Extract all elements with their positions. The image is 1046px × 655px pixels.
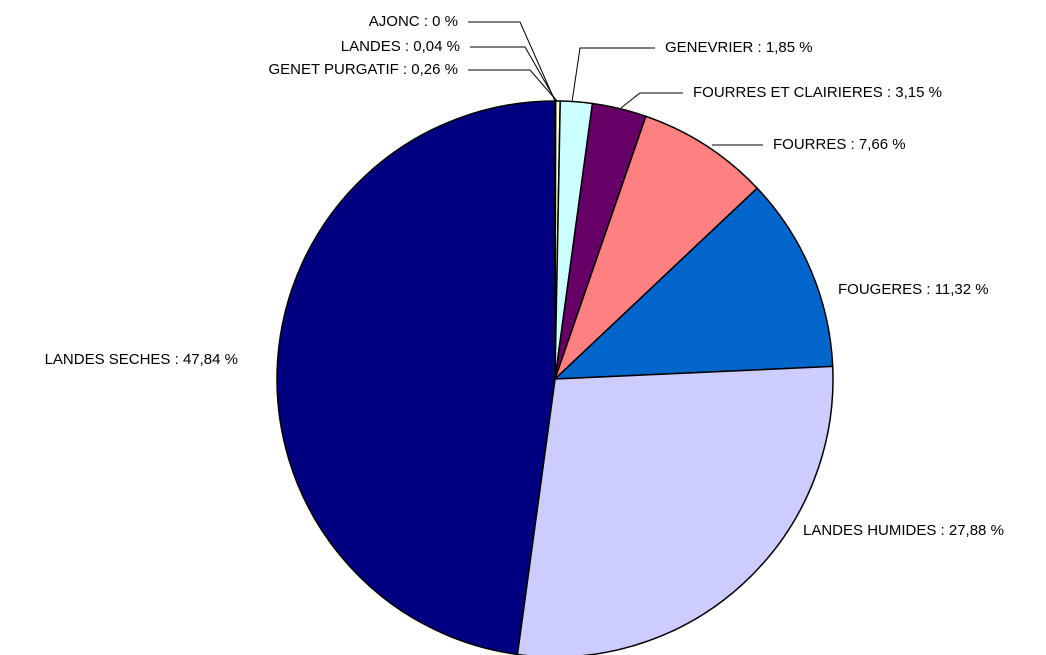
slice-label: GENEVRIER : 1,85 % — [665, 39, 813, 56]
leader-line — [470, 46, 557, 102]
category-name: FOUGERES — [838, 281, 922, 298]
value-label: : 47,84 % — [175, 351, 238, 368]
pie-slice — [554, 115, 759, 380]
slice-label: LANDES SECHES : 47,84 % — [45, 351, 238, 368]
category-name: FOURRES ET CLAIRIERES — [693, 84, 883, 101]
category-name: LANDES SECHES — [45, 351, 171, 368]
slice-label: FOURRES : 7,66 % — [773, 136, 906, 153]
value-label: : 27,88 % — [941, 522, 1004, 539]
value-label: : 11,32 % — [926, 281, 988, 298]
value-label: : 0 % — [424, 13, 458, 30]
value-label: : 0,26 % — [403, 61, 458, 78]
category-name: GENEVRIER — [665, 39, 754, 56]
pie-slice — [516, 365, 834, 655]
leader-line — [571, 47, 655, 103]
leader-line — [468, 21, 556, 102]
slice-label: LANDES : 0,04 % — [341, 38, 460, 55]
category-name: LANDES — [341, 38, 401, 55]
value-label: : 3,15 % — [887, 84, 942, 101]
slice-label: FOURRES ET CLAIRIERES : 3,15 % — [693, 84, 942, 101]
category-name: AJONC — [369, 13, 420, 30]
value-label: : 7,66 % — [851, 136, 906, 153]
slice-label: FOUGERES : 11,32 % — [838, 281, 989, 298]
slice-label: LANDES HUMIDES : 27,88 % — [803, 522, 1004, 539]
pie-slice — [276, 100, 556, 655]
value-label: : 0,04 % — [405, 38, 460, 55]
category-name: LANDES HUMIDES — [803, 522, 936, 539]
pie-slice — [553, 187, 834, 380]
leader-line — [468, 69, 558, 102]
category-name: FOURRES — [773, 136, 846, 153]
slice-label: GENET PURGATIF : 0,26 % — [268, 61, 458, 78]
category-name: GENET PURGATIF — [268, 61, 398, 78]
value-label: : 1,85 % — [758, 39, 813, 56]
slice-label: AJONC : 0 % — [369, 13, 458, 30]
leader-line — [620, 92, 683, 109]
